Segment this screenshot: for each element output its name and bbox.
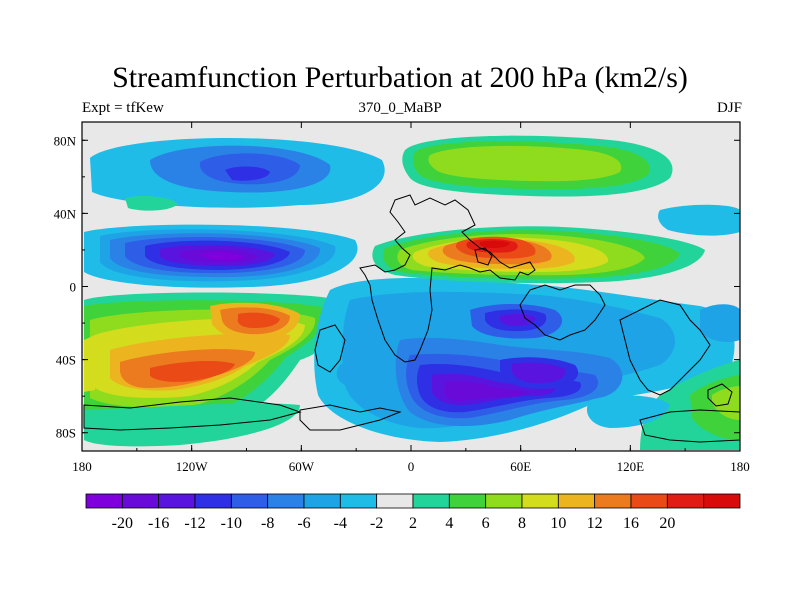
y-tick-label: 40S — [56, 353, 76, 368]
map-title: Streamfunction Perturbation at 200 hPa (… — [112, 61, 688, 94]
colorbar-label: 10 — [550, 515, 566, 532]
colorbar-swatch — [594, 493, 632, 509]
colorbar-swatch — [194, 493, 232, 509]
colorbar-label: -2 — [370, 515, 383, 532]
colorbar-swatch — [448, 493, 487, 509]
colorbar-label: 12 — [587, 515, 603, 532]
colorbar-label: 16 — [623, 515, 639, 532]
x-tick-label: 120E — [617, 459, 645, 474]
y-axis: 80N 40N 0 40S 80S — [54, 133, 740, 441]
colorbar-label: 2 — [409, 515, 417, 532]
colorbar-swatch — [630, 493, 668, 509]
colorbar-label: 6 — [482, 515, 490, 532]
x-tick-label: 0 — [408, 459, 415, 474]
colorbar-label: 4 — [445, 515, 453, 532]
x-tick-label: 180 — [730, 459, 750, 474]
x-tick-label: 180 — [72, 459, 92, 474]
colorbar-swatch — [267, 493, 305, 509]
colorbar-label: -10 — [221, 515, 242, 532]
colorbar-swatch — [121, 493, 160, 509]
colorbar-swatch — [230, 493, 269, 509]
colorbar-swatch — [376, 493, 414, 509]
colorbar-swatch — [557, 493, 596, 509]
colorbar-swatch — [666, 493, 705, 509]
experiment-label: Expt = tfKew — [82, 100, 164, 116]
colorbar-label: -20 — [112, 515, 133, 532]
colorbar-label: 20 — [659, 515, 675, 532]
colorbar: -20 -16 -12 -10 -8 -6 -4 -2 2 4 6 8 10 12 16 20 — [85, 493, 741, 532]
colorbar-swatch — [158, 493, 196, 509]
x-tick-label: 60E — [510, 459, 531, 474]
colorbar-label: 8 — [518, 515, 526, 532]
colorbar-swatch — [339, 493, 378, 509]
colorbar-label: -4 — [334, 515, 347, 532]
case-label: 370_0_MaBP — [358, 100, 442, 116]
y-tick-label: 80N — [54, 133, 77, 148]
y-tick-label: 0 — [70, 280, 77, 295]
y-tick-label: 80S — [56, 426, 76, 441]
season-label: DJF — [716, 100, 742, 116]
coastlines — [83, 194, 740, 443]
colorbar-swatch — [303, 493, 341, 509]
y-tick-label: 40N — [54, 206, 77, 221]
colorbar-swatch — [521, 493, 559, 509]
colorbar-swatch — [703, 493, 741, 509]
x-tick-label: 120W — [176, 459, 209, 474]
colorbar-label: -8 — [261, 515, 274, 532]
x-tick-label: 60W — [289, 459, 315, 474]
colorbar-swatch — [85, 493, 123, 509]
contour-field — [84, 135, 740, 450]
colorbar-swatch — [412, 493, 450, 509]
x-axis: 180 120W 60W 0 60E 120E 180 — [72, 122, 750, 474]
colorbar-label: -6 — [297, 515, 310, 532]
colorbar-swatch — [485, 493, 523, 509]
colorbar-label: -16 — [148, 515, 169, 532]
colorbar-label: -12 — [184, 515, 205, 532]
